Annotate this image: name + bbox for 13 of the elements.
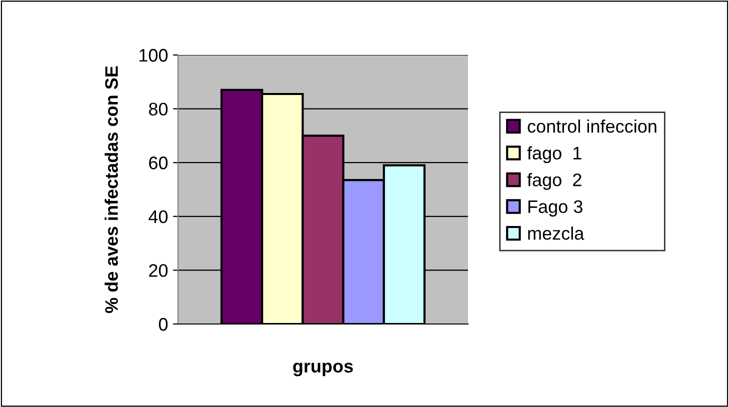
y-axis-title: % de aves infectadas con SE [104,66,118,313]
y-tick-label: 40 [148,210,168,224]
legend-label: Fago 3 [528,200,582,217]
y-tick-label: 20 [149,264,168,277]
legend-label: fago 2 [527,173,582,190]
legend-label: fago 1 [527,146,582,164]
y-tick-label: 80 [148,102,168,116]
y-tick-label: 60 [149,156,168,170]
legend-label: control infeccion [528,119,656,133]
y-tick-label: 0 [158,318,168,331]
legend-label: mezcla [528,226,584,240]
x-axis-title: grupos [293,362,353,376]
y-tick-label: 100 [140,48,168,62]
